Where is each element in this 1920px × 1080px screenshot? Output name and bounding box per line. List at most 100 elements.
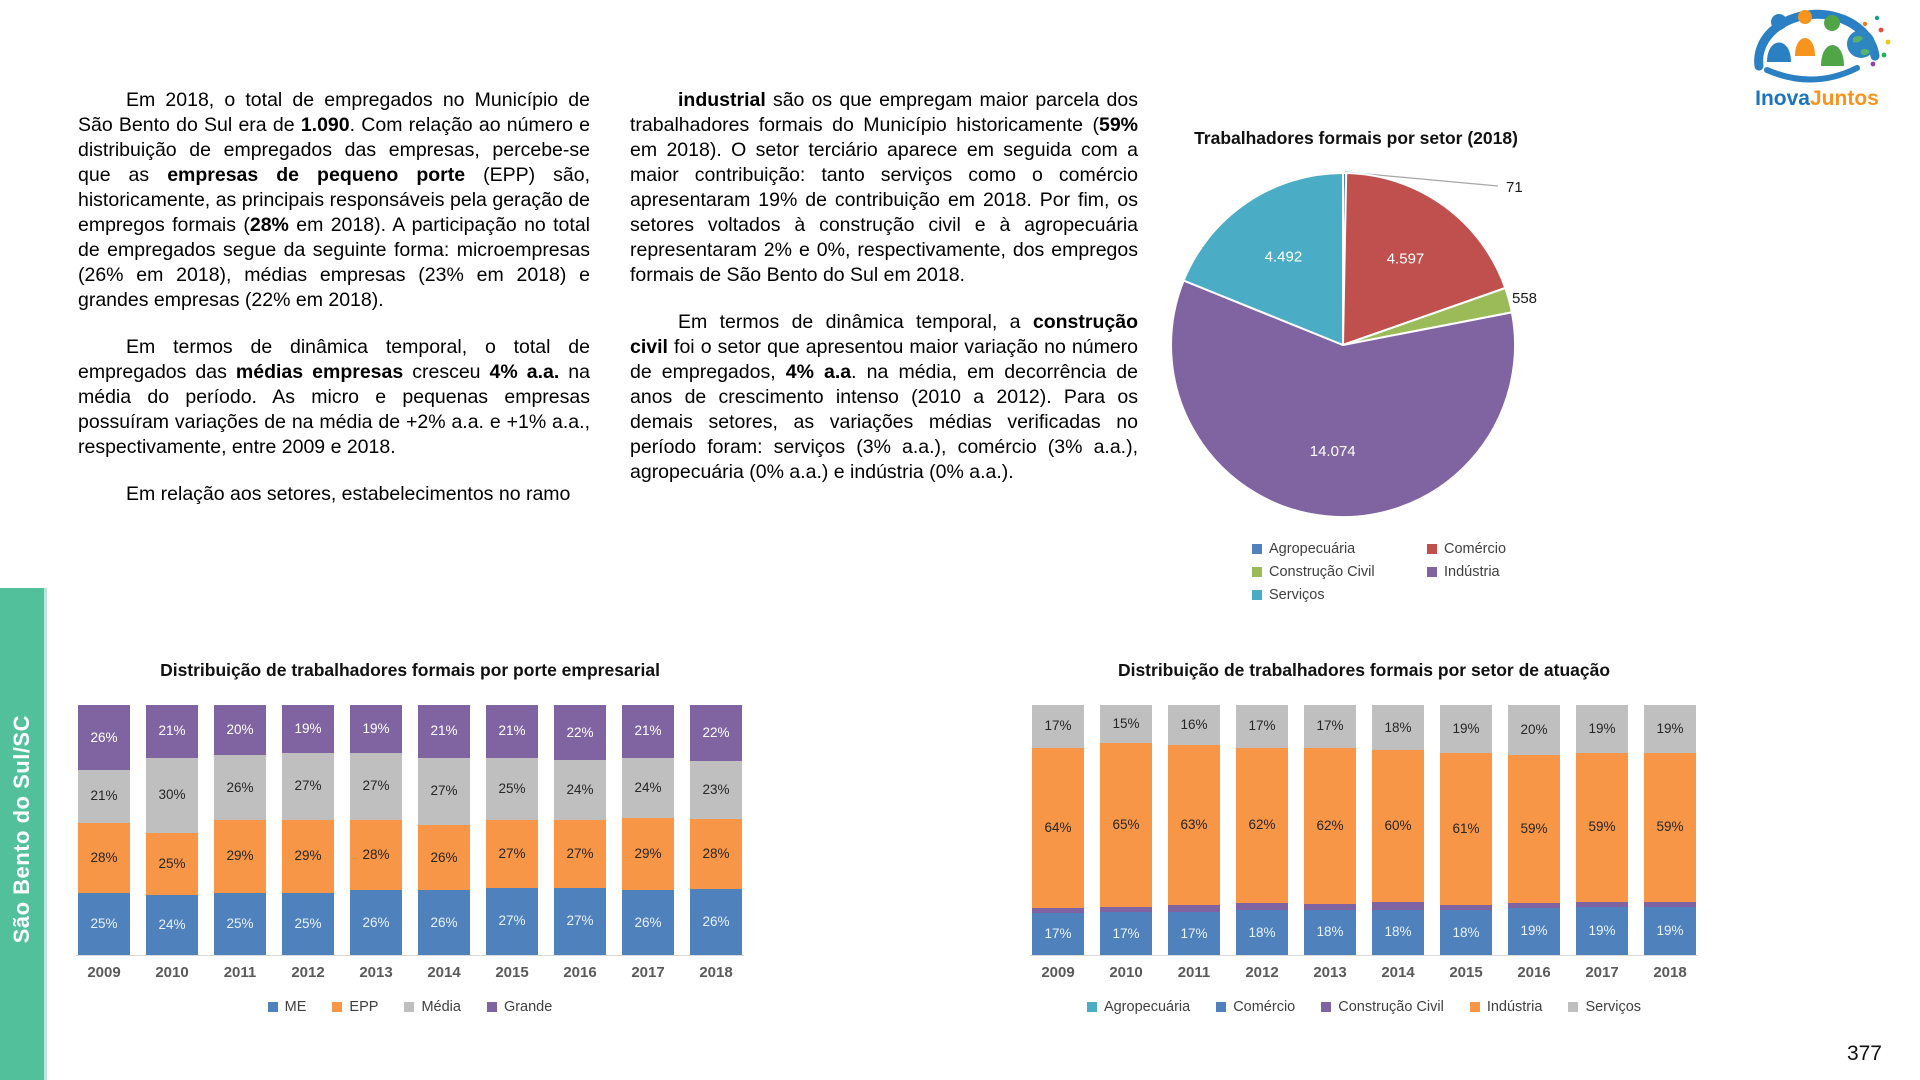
bar-segment-Média: 26%	[214, 755, 266, 820]
bar-segment-label: 18%	[1384, 719, 1412, 735]
bar-2018: 19% 2% 59% 19%	[1644, 704, 1696, 955]
legend-item-Construção Civil: Construção Civil	[1252, 564, 1427, 580]
bar-segment-Serviços: 19%	[1440, 705, 1492, 753]
bar-segment-label: 21%	[498, 723, 526, 739]
bar-segment-label: 25%	[294, 915, 322, 931]
x-axis-tick-label: 2012	[1245, 964, 1279, 981]
body-column-1: Em 2018, o total de empregados no Municí…	[78, 88, 590, 529]
legend-swatch-icon	[1568, 1002, 1579, 1012]
bar-segment-Comércio: 17%	[1100, 912, 1152, 955]
bar-segment-Grande: 21%	[622, 705, 674, 758]
bar-segment-ME: 24%	[146, 895, 198, 955]
bar-segment-label: 27%	[498, 913, 526, 929]
legend-swatch-icon	[1427, 567, 1437, 577]
bar-segment-label: 25%	[226, 915, 254, 931]
legend-label: Média	[421, 999, 461, 1015]
bar-segment-Comércio: 17%	[1032, 912, 1084, 955]
x-axis-tick-label: 2009	[87, 964, 121, 981]
pie-chart-plot: 71 4.597 558 14.074 4.492	[1170, 171, 1537, 519]
bar-segment-Comércio: 18%	[1236, 910, 1288, 955]
municipality-label: São Bento do Sul/SC	[9, 714, 34, 944]
bar-segment-Indústria: 59%	[1508, 755, 1560, 903]
x-axis-tick-label: 2018	[1653, 964, 1687, 981]
bar-segment-label: 18%	[1452, 924, 1480, 940]
bar-segment-label: 59%	[1520, 820, 1548, 836]
bar-segment-label: 19%	[362, 720, 390, 736]
bar-segment-Grande: 19%	[282, 705, 334, 753]
bar-segment-label: 20%	[1520, 722, 1548, 737]
x-axis-tick-label: 2014	[427, 964, 461, 981]
bar-segment-label: 26%	[634, 914, 662, 930]
bar-segment-Média: 23%	[690, 760, 742, 819]
bar-segment-label: 30%	[158, 787, 186, 802]
x-axis-labels: 2009 2010 2011 2012 2013 2014 2015 2016 2017 2018	[76, 964, 744, 981]
bar-segment-label: 26%	[702, 914, 730, 930]
bar-segment-label: 15%	[1112, 715, 1140, 731]
bar-segment-EPP: 26%	[418, 825, 470, 890]
bar-segment-EPP: 25%	[146, 832, 198, 895]
bar-segment-label: 21%	[158, 723, 186, 739]
bar-2017: 19% 2% 59% 19%	[1576, 704, 1628, 955]
inovajuntos-logo: InovaJuntos	[1736, 6, 1898, 111]
bar-segment-Média: 27%	[282, 752, 334, 820]
bar-segment-label: 27%	[362, 778, 390, 794]
bar-2012: 25% 29% 27% 19%	[282, 705, 334, 955]
bar-segment-Comércio: 19%	[1508, 907, 1560, 955]
bar-segment-Serviços: 17%	[1032, 705, 1084, 748]
bar-2015: 27% 27% 25% 21%	[486, 705, 538, 955]
bar-segment-Construção Civil: 3%	[1236, 887, 1288, 910]
bar-segment-ME: 25%	[214, 892, 266, 955]
bar-segment-label: 29%	[226, 848, 254, 864]
legend-label: Comércio	[1233, 999, 1296, 1015]
legend-swatch-icon	[1216, 1002, 1227, 1012]
bar-segment-label: 18%	[1316, 924, 1344, 940]
bar-segment-Comércio: 18%	[1372, 909, 1424, 955]
bar-2009: 25% 28% 21% 26%	[78, 705, 130, 955]
legend-swatch-icon	[1252, 544, 1262, 554]
bar-segment-ME: 25%	[78, 892, 130, 955]
bar-2011: 17% 3% 63% 16%	[1168, 705, 1220, 955]
legend-item-Comércio: Comércio	[1427, 541, 1576, 557]
bar-segment-label: 26%	[226, 779, 254, 795]
bar-segment-Grande: 21%	[486, 705, 538, 758]
legend-swatch-icon	[1469, 1002, 1480, 1012]
legend-label: Agropecuária	[1269, 541, 1356, 557]
legend-item-Indústria: Indústria	[1469, 999, 1542, 1015]
bar-segment-EPP: 28%	[78, 822, 130, 893]
bar-chart-porte-empresarial: Distribuição de trabalhadores formais po…	[76, 660, 744, 1015]
legend-item-Agropecuária: Agropecuária	[1086, 999, 1190, 1015]
pie-data-label: 71	[1506, 179, 1523, 196]
bar-segment-Média: 21%	[78, 770, 130, 823]
bar-segment-Indústria: 63%	[1168, 745, 1220, 905]
bar-chart-plot: 25% 28% 21% 26% 24% 25% 30% 21% 25% 29% 26% 20% 25% 2…	[76, 704, 744, 956]
bar-segment-Indústria: 60%	[1372, 750, 1424, 902]
bar-segment-ME: 26%	[418, 890, 470, 955]
legend-item-Serviços: Serviços	[1568, 999, 1641, 1015]
bar-chart-setor-atuacao: Distribuição de trabalhadores formais po…	[1030, 660, 1698, 1015]
pie-data-label: 4.492	[1265, 249, 1303, 266]
bar-segment-Indústria: 64%	[1032, 747, 1084, 908]
bar-segment-label: 24%	[566, 782, 594, 797]
bar-segment-Indústria: 65%	[1100, 742, 1152, 908]
bar-segment-Serviços: 19%	[1576, 704, 1628, 753]
bar-segment-label: 62%	[1248, 817, 1276, 832]
bar-segment-label: 19%	[294, 720, 322, 736]
bar-segment-label: 16%	[1180, 717, 1208, 733]
bar-segment-label: 65%	[1112, 816, 1140, 832]
bar-segment-label: 22%	[702, 724, 730, 740]
page-number: 377	[1846, 1042, 1882, 1065]
bar-segment-label: 17%	[1180, 925, 1208, 941]
x-axis-tick-label: 2011	[223, 964, 257, 981]
bar-segment-label: 17%	[1248, 718, 1276, 734]
bar-segment-label: 26%	[362, 914, 390, 930]
bar-segment-Comércio: 18%	[1304, 909, 1356, 955]
legend-swatch-icon	[332, 1002, 343, 1012]
bar-segment-EPP: 29%	[214, 820, 266, 893]
legend-label: Indústria	[1444, 564, 1500, 580]
pie-chart-title: Trabalhadores formais por setor (2018)	[1194, 128, 1518, 148]
x-axis-tick-label: 2009	[1041, 964, 1075, 981]
bar-2018: 26% 28% 23% 22%	[690, 704, 742, 955]
legend-item-Serviços: Serviços	[1252, 587, 1427, 603]
bar-segment-label: 60%	[1384, 818, 1412, 834]
